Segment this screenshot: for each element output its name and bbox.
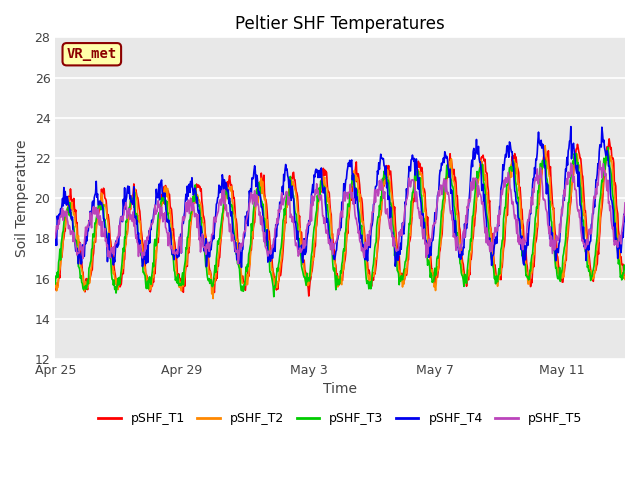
pSHF_T1	[72, 207, 79, 213]
pSHF_T5	[259, 228, 267, 234]
Title: Peltier SHF Temperatures: Peltier SHF Temperatures	[236, 15, 445, 33]
pSHF_T2	[51, 284, 59, 290]
pSHF_T1	[621, 273, 629, 279]
Line: pSHF_T1: pSHF_T1	[55, 139, 625, 296]
pSHF_T4	[237, 264, 245, 270]
X-axis label: Time: Time	[323, 382, 357, 396]
pSHF_T3	[621, 266, 629, 272]
pSHF_T3	[51, 281, 59, 287]
pSHF_T1	[305, 293, 312, 299]
pSHF_T4	[51, 242, 59, 248]
Line: pSHF_T3: pSHF_T3	[55, 147, 625, 297]
pSHF_T4	[186, 181, 193, 187]
pSHF_T5	[186, 211, 193, 216]
Text: VR_met: VR_met	[67, 47, 117, 61]
pSHF_T1	[375, 235, 383, 241]
pSHF_T2	[290, 182, 298, 188]
pSHF_T5	[512, 221, 520, 227]
pSHF_T4	[290, 196, 298, 202]
pSHF_T2	[512, 171, 520, 177]
pSHF_T3	[259, 204, 266, 209]
pSHF_T2	[621, 276, 629, 282]
pSHF_T1	[289, 170, 297, 176]
pSHF_T2	[541, 143, 549, 149]
pSHF_T2	[375, 224, 383, 229]
pSHF_T1	[605, 136, 613, 142]
pSHF_T1	[259, 181, 266, 187]
pSHF_T1	[51, 279, 59, 285]
pSHF_T3	[604, 144, 612, 150]
pSHF_T1	[186, 243, 193, 249]
pSHF_T5	[596, 158, 604, 164]
pSHF_T3	[512, 181, 520, 187]
pSHF_T4	[567, 124, 575, 130]
Line: pSHF_T2: pSHF_T2	[55, 146, 625, 299]
pSHF_T3	[290, 193, 298, 199]
pSHF_T5	[375, 191, 383, 196]
Line: pSHF_T5: pSHF_T5	[55, 161, 625, 264]
pSHF_T5	[290, 220, 298, 226]
Y-axis label: Soil Temperature: Soil Temperature	[15, 139, 29, 257]
pSHF_T5	[621, 200, 629, 206]
Line: pSHF_T4: pSHF_T4	[55, 127, 625, 267]
pSHF_T2	[209, 296, 217, 301]
pSHF_T2	[186, 243, 193, 249]
pSHF_T3	[270, 294, 278, 300]
pSHF_T4	[259, 217, 267, 223]
pSHF_T4	[375, 160, 383, 166]
pSHF_T4	[72, 248, 79, 254]
pSHF_T3	[72, 237, 79, 243]
pSHF_T5	[234, 261, 242, 266]
pSHF_T5	[51, 235, 59, 240]
pSHF_T3	[186, 217, 193, 223]
pSHF_T3	[375, 214, 383, 220]
pSHF_T2	[259, 188, 267, 194]
pSHF_T4	[512, 199, 520, 204]
Legend: pSHF_T1, pSHF_T2, pSHF_T3, pSHF_T4, pSHF_T5: pSHF_T1, pSHF_T2, pSHF_T3, pSHF_T4, pSHF…	[93, 407, 587, 430]
pSHF_T5	[72, 243, 79, 249]
pSHF_T4	[621, 218, 629, 224]
pSHF_T1	[512, 154, 520, 160]
pSHF_T2	[72, 224, 79, 229]
